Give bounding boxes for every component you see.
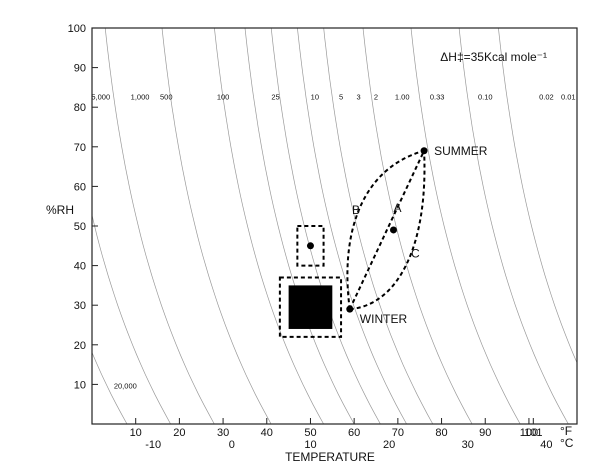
y-tick-label: 40 xyxy=(74,261,86,273)
isoperm-curve xyxy=(244,28,355,424)
celsius-tick-label: 10 xyxy=(304,439,316,451)
isoperm-curve xyxy=(498,28,577,364)
isoperm-label: 3 xyxy=(356,92,360,101)
x-axis-title: TEMPERATURE xyxy=(285,450,375,464)
y-tick-label: 20 xyxy=(74,340,86,352)
isoperm-curves xyxy=(0,28,577,424)
isoperm-label: 5,000 xyxy=(91,92,110,101)
y-axis-title: %RH xyxy=(46,203,74,217)
isoperm-curve xyxy=(161,28,272,424)
x-tick-label: 40 xyxy=(261,427,273,439)
isoperm-label: 25 xyxy=(271,92,279,101)
isoperm-label: 0.10 xyxy=(478,92,493,101)
isoperm-curve xyxy=(104,28,215,424)
x-tick-label: 20 xyxy=(173,427,185,439)
y-tick-label: 80 xyxy=(74,102,86,114)
isoperm-label: 1.00 xyxy=(395,92,410,101)
isoperm-label: 100 xyxy=(217,92,230,101)
isoperm-curve xyxy=(0,28,66,424)
x-tick-label: 90 xyxy=(479,427,491,439)
isoperm-label: 0.02 xyxy=(539,92,554,101)
isoperm-label: 0.01 xyxy=(561,92,576,101)
series-marks: SUMMER WINTER B A C xyxy=(278,144,488,338)
isoperm-label: 1,000 xyxy=(131,92,150,101)
celsius-tick-label: 40 xyxy=(540,439,552,451)
y-axis: 10 20 30 40 50 60 70 80 90 100 xyxy=(68,23,98,391)
celsius-tick-label: 30 xyxy=(462,439,474,451)
data-point xyxy=(420,147,428,155)
y-tick-label: 100 xyxy=(68,23,86,35)
isoperm-curve xyxy=(92,351,128,424)
dashed-zone-box xyxy=(296,225,325,267)
x-unit-fahrenheit: °F xyxy=(560,424,572,438)
path-label-c: C xyxy=(411,247,420,261)
celsius-tick-label: 0 xyxy=(229,439,235,451)
isoperm-curve xyxy=(270,28,381,424)
path-a xyxy=(348,150,425,310)
x-tick-label: 60 xyxy=(348,427,360,439)
isoperm-label: 0.33 xyxy=(430,92,445,101)
isoperm-label: 500 xyxy=(160,92,173,101)
x-tick-label: 70 xyxy=(392,427,404,439)
isoperm-curve xyxy=(323,28,434,424)
isoperm-label-bottom: 20,000 xyxy=(114,381,137,390)
path-b xyxy=(346,149,425,310)
formula-annotation: ΔH‡=35Kcal mole⁻¹ xyxy=(440,50,547,64)
data-point xyxy=(306,242,314,250)
celsius-tick-label: -10 xyxy=(145,439,161,451)
celsius-tick-label: 20 xyxy=(383,439,395,451)
y-tick-label: 50 xyxy=(74,221,86,233)
x-unit-celsius: °C xyxy=(560,436,574,450)
x-tick-label: 100 xyxy=(520,427,538,439)
isoperm-labels: 5,000 1,000 500 100 25 10 5 3 2 1.00 0.33 0.10 0.02 0… xyxy=(91,92,575,390)
path-c xyxy=(349,150,426,311)
y-tick-label: 90 xyxy=(74,63,86,75)
x-tick-label: 30 xyxy=(217,427,229,439)
isoperm-label: 10 xyxy=(311,92,319,101)
x-tick-label: 80 xyxy=(435,427,447,439)
y-tick-label: 10 xyxy=(74,379,86,391)
y-tick-label: 60 xyxy=(74,181,86,193)
isoperm-label: 5 xyxy=(339,92,343,101)
isoperm-curve xyxy=(362,28,473,424)
y-tick-label: 70 xyxy=(74,142,86,154)
isoperm-curve xyxy=(410,28,521,424)
x-tick-label: 101 xyxy=(524,427,542,439)
path-label-a: A xyxy=(393,201,401,215)
isoperm-label: 2 xyxy=(374,92,378,101)
plot-frame xyxy=(91,27,578,425)
data-point xyxy=(346,305,354,313)
x-tick-label: 10 xyxy=(130,427,142,439)
dashed-zone-box xyxy=(278,276,343,338)
winter-label: WINTER xyxy=(360,312,408,326)
isoperm-curve xyxy=(297,28,407,424)
target-zone-box xyxy=(288,285,333,329)
summer-label: SUMMER xyxy=(434,144,488,158)
y-tick-label: 30 xyxy=(74,300,86,312)
path-label-b: B xyxy=(352,203,360,217)
data-point xyxy=(389,226,397,234)
isoperm-curve xyxy=(214,28,324,424)
isoperm-curve xyxy=(458,28,569,424)
x-tick-label: 50 xyxy=(304,427,316,439)
